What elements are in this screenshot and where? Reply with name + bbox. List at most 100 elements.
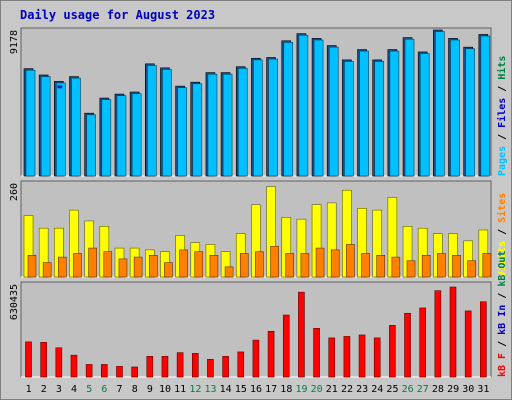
x-tick-label-day-15: 15 (235, 384, 247, 395)
bar-kbytes-day-28 (434, 290, 442, 378)
bar-files-day-5 (86, 114, 96, 177)
x-tick-label-day-23: 23 (356, 384, 368, 395)
bar-files-day-16 (253, 59, 263, 177)
bar-sites-day-2 (42, 262, 52, 278)
bar-files-day-11 (177, 87, 187, 177)
chart-title: Daily usage for August 2023 (20, 8, 215, 22)
bar-sites-day-11 (179, 249, 188, 278)
bar-kbytes-day-5 (85, 364, 93, 378)
bar-sites-day-6 (103, 251, 113, 278)
bar-kbytes-day-2 (40, 342, 47, 378)
x-tick-label-day-12: 12 (189, 384, 201, 395)
bar-files-day-7 (116, 95, 127, 177)
x-tick-label-day-4: 4 (71, 384, 77, 395)
bar-sites-day-27 (421, 255, 431, 278)
bar-kbytes-day-1 (25, 341, 32, 378)
bar-kbytes-day-16 (252, 339, 260, 378)
x-tick-label-day-5: 5 (86, 384, 92, 395)
bar-files-day-13 (207, 73, 218, 177)
x-tick-label-day-7: 7 (117, 384, 123, 395)
bar-files-day-9 (146, 65, 157, 177)
bar-files-day-15 (237, 68, 248, 177)
bar-kbytes-day-12 (191, 353, 199, 378)
bar-files-day-22 (344, 61, 354, 177)
bar-files-day-29 (450, 39, 460, 177)
bar-kbytes-day-8 (131, 366, 138, 378)
x-tick-label-day-25: 25 (386, 384, 398, 395)
bar-kbytes-day-23 (358, 334, 366, 378)
bar-sites-day-22 (346, 244, 355, 278)
bar-sites-day-30 (467, 260, 476, 278)
x-tick-label-day-9: 9 (147, 384, 153, 395)
bar-kbytes-day-19 (298, 291, 305, 378)
bar-files-day-6 (101, 99, 112, 177)
bar-files-day-1 (25, 69, 36, 177)
bar-sites-day-24 (376, 255, 386, 278)
bar-files-day-26 (404, 38, 415, 177)
bar-sites-day-9 (148, 255, 158, 278)
bar-sites-day-3 (58, 256, 67, 278)
bar-kbytes-day-10 (161, 356, 169, 378)
bar-files-day-21 (328, 46, 339, 177)
x-tick-label-day-30: 30 (462, 384, 474, 395)
bar-kbytes-day-24 (373, 337, 381, 378)
bar-files-day-17 (268, 58, 278, 177)
bar-sites-day-4 (73, 253, 82, 278)
bar-kbytes-day-20 (313, 328, 320, 378)
bar-sites-day-23 (361, 253, 370, 278)
bar-kbytes-day-13 (207, 358, 214, 378)
x-tick-label-day-21: 21 (326, 384, 338, 395)
bar-files-day-25 (389, 50, 400, 177)
bar-files-day-12 (192, 83, 203, 177)
x-tick-label-day-6: 6 (101, 384, 107, 395)
x-tick-label-day-8: 8 (132, 384, 138, 395)
x-tick-label-day-16: 16 (250, 384, 262, 395)
bar-sites-day-15 (239, 253, 249, 278)
bar-files-day-19 (298, 34, 309, 177)
x-tick-label-day-11: 11 (174, 384, 186, 395)
bar-kbytes-day-15 (237, 351, 245, 378)
panel-hits-files-pages-ymax-label: 9178 (9, 30, 20, 54)
bar-pages-day-3 (57, 85, 63, 89)
bar-kbytes-day-21 (328, 337, 336, 378)
bar-files-day-30 (465, 48, 475, 177)
bar-sites-day-31 (482, 253, 492, 278)
bar-sites-day-14 (224, 266, 234, 278)
bar-kbytes-day-26 (404, 312, 411, 378)
bar-sites-day-17 (270, 245, 279, 278)
legend-separator: / (497, 223, 508, 241)
bar-sites-day-21 (330, 249, 340, 278)
bar-kbytes-day-6 (101, 364, 108, 378)
x-tick-label-day-29: 29 (447, 384, 459, 395)
legend-entry: Hits (496, 56, 508, 80)
bar-kbytes-day-31 (480, 301, 487, 378)
bar-files-day-23 (359, 50, 369, 177)
bar-files-day-8 (131, 93, 142, 177)
bar-sites-day-28 (437, 253, 446, 278)
bar-sites-day-18 (285, 253, 295, 278)
x-tick-label-day-17: 17 (265, 384, 277, 395)
legend-separator: / (497, 80, 508, 98)
bar-files-day-18 (283, 42, 294, 177)
x-tick-label-day-13: 13 (204, 384, 216, 395)
bar-sites-day-26 (406, 260, 416, 278)
legend-entry: kB In (497, 305, 508, 335)
x-tick-label-day-10: 10 (159, 384, 171, 395)
bar-sites-day-12 (194, 251, 204, 278)
bar-sites-day-16 (255, 251, 264, 278)
bar-files-day-14 (222, 73, 233, 177)
bar-sites-day-5 (88, 247, 97, 278)
bar-kbytes-day-3 (55, 347, 63, 378)
bar-kbytes-day-7 (116, 366, 123, 378)
bar-sites-day-20 (315, 247, 325, 278)
x-tick-label-day-3: 3 (56, 384, 62, 395)
bar-kbytes-day-25 (389, 325, 396, 378)
x-tick-label-day-28: 28 (432, 384, 444, 395)
bar-files-day-20 (313, 39, 324, 177)
x-tick-label-day-26: 26 (402, 384, 414, 395)
bar-sites-day-1 (27, 255, 37, 278)
bar-files-day-3 (56, 82, 66, 177)
panel-kbytes-legend: kB F / kB In / kB Out (497, 251, 508, 377)
bar-sites-day-10 (164, 262, 173, 278)
